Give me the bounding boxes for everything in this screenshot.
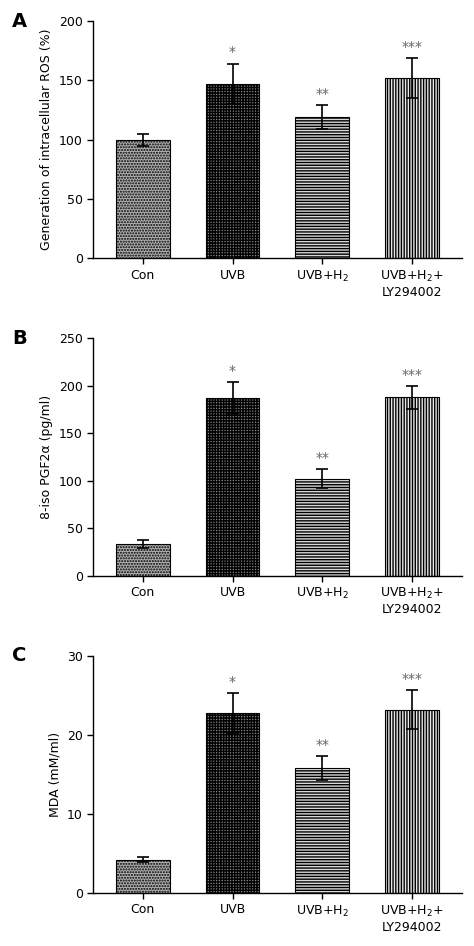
Text: **: ** — [315, 87, 329, 101]
Bar — [206, 84, 259, 258]
Text: B: B — [12, 329, 27, 348]
Bar — [206, 398, 259, 575]
Bar — [295, 117, 349, 258]
Bar — [295, 479, 349, 575]
Bar — [116, 860, 170, 893]
Bar — [385, 710, 439, 893]
Text: A: A — [12, 11, 27, 30]
Y-axis label: 8-iso PGF2α (pg/ml): 8-iso PGF2α (pg/ml) — [40, 395, 54, 519]
Text: ***: *** — [401, 672, 423, 686]
Text: ***: *** — [401, 368, 423, 381]
Text: **: ** — [315, 451, 329, 465]
Bar — [385, 78, 439, 258]
Text: *: * — [229, 45, 236, 60]
Bar — [116, 544, 170, 575]
Y-axis label: MDA (mM/ml): MDA (mM/ml) — [48, 732, 62, 817]
Bar — [295, 768, 349, 893]
Text: ***: *** — [401, 40, 423, 54]
Text: C: C — [12, 646, 27, 665]
Y-axis label: Generation of intracellular ROS (%): Generation of intracellular ROS (%) — [40, 29, 54, 251]
Text: *: * — [229, 364, 236, 377]
Bar — [385, 397, 439, 575]
Bar — [116, 140, 170, 258]
Text: **: ** — [315, 738, 329, 752]
Bar — [206, 712, 259, 893]
Text: *: * — [229, 674, 236, 689]
